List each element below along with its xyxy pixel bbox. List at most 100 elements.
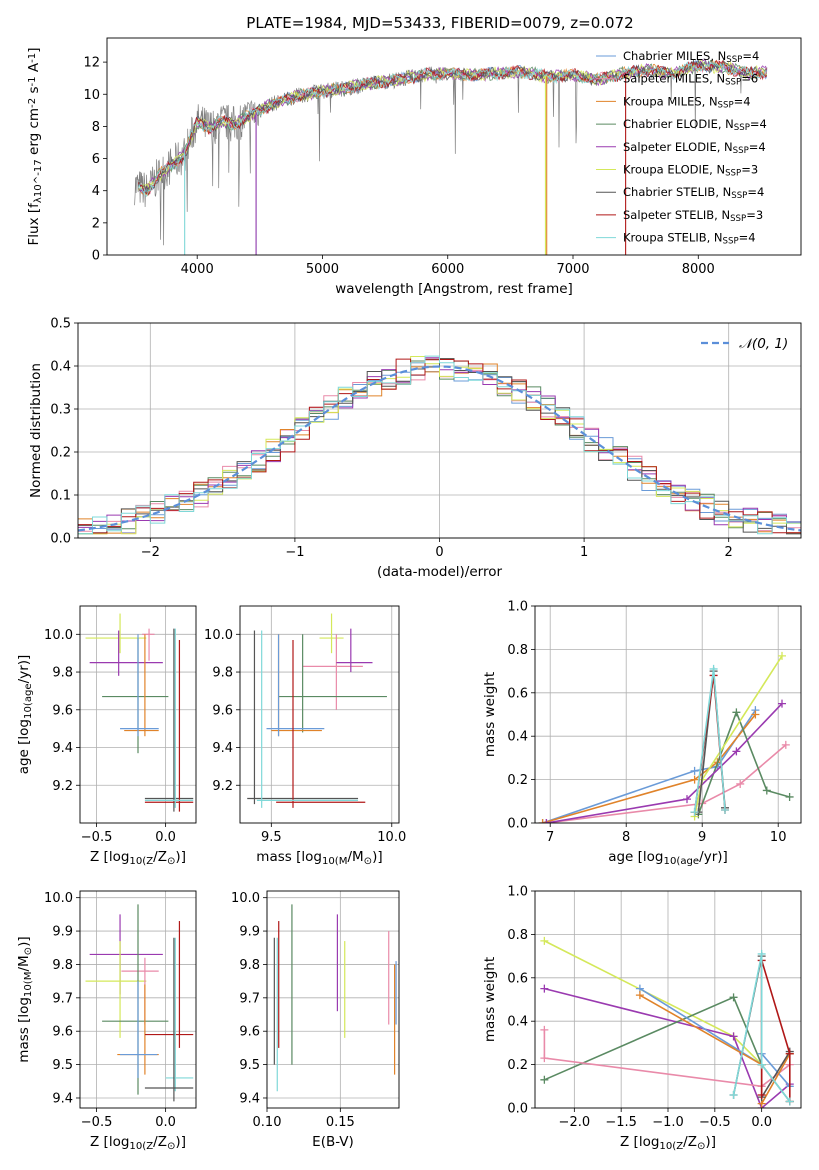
series-line [544, 987, 791, 1108]
residuals-panel: −2 −1 0 1 2 0.0 0.1 0.2 0.3 0.4 0.5 (data-model)/er… [28, 317, 802, 580]
y-tick-label: 0.4 [50, 360, 71, 375]
model-spectrum [137, 60, 767, 198]
y-tick-label: 0.0 [507, 1102, 528, 1117]
x-axis-label: wavelength [Angstrom, rest frame] [335, 281, 573, 297]
y-tick-label: 9.4 [212, 741, 233, 756]
y-tick-label: 9.8 [239, 958, 260, 973]
x-tick-label: 0.0 [751, 1115, 772, 1130]
x-tick-label: 0.0 [155, 1115, 176, 1130]
legend-entry: Kroupa MILES, NSSP=4 [623, 94, 751, 110]
series-marker [778, 699, 786, 708]
series-line [543, 1029, 791, 1088]
mass-vs-metallicity-panel: −0.5 0.0 9.4 9.5 9.6 9.7 9.8 9.9 10.0 Z [log10(Z/… [16, 890, 197, 1152]
x-tick-label: 8000 [682, 262, 715, 277]
axes-frame [79, 605, 197, 824]
y-tick-label: 9.2 [52, 779, 73, 794]
series-marker [732, 747, 741, 756]
y-tick-label: 9.6 [239, 1025, 260, 1040]
x-axis-label: (data-model)/error [377, 564, 503, 580]
y-tick-label: 1.0 [507, 885, 528, 900]
legend-entry: Chabrier ELODIE, NSSP=4 [623, 117, 767, 133]
y-tick-label: 0.3 [50, 403, 71, 418]
x-axis-label: Z [log10(Z/Z⊙)] [90, 1134, 186, 1152]
x-tick-label: 7 [546, 830, 554, 845]
y-tick-label: 0.2 [507, 773, 528, 788]
plot-area [78, 355, 801, 535]
y-tick-label: 2 [92, 216, 100, 231]
axes-frame [266, 890, 400, 1109]
legend-entry: Chabrier MILES, NSSP=4 [623, 49, 759, 65]
x-axis-label: Z [log10(Z/Z⊙)] [90, 849, 186, 867]
y-tick-label: 0.8 [507, 928, 528, 943]
y-tick-label: 9.8 [52, 666, 73, 681]
y-tick-label: 10.0 [44, 891, 73, 906]
x-axis-label: E(B-V) [312, 1134, 354, 1150]
axes-frame [239, 605, 400, 824]
x-tick-label: −0.5 [81, 1115, 113, 1130]
series-marker [757, 1060, 766, 1069]
legend-entry: Salpeter STELIB, NSSP=3 [623, 208, 763, 224]
axes-frame [534, 605, 802, 824]
y-tick-label: 0.8 [507, 643, 528, 658]
y-tick-label: 9.4 [52, 1091, 73, 1106]
y-tick-label: 9.4 [52, 741, 73, 756]
x-tick-label: −1 [285, 545, 304, 560]
x-tick-label: 5000 [306, 262, 339, 277]
plot-area [247, 613, 387, 808]
axes-frame [79, 890, 197, 1109]
y-tick-label: 0.0 [50, 532, 71, 547]
x-axis-label: mass [log10(M/M⊙)] [256, 849, 382, 867]
series-marker [729, 1090, 738, 1099]
series-marker [540, 1075, 549, 1084]
series-marker [729, 993, 738, 1002]
residual-histogram [78, 356, 801, 535]
series-marker [683, 795, 691, 804]
y-tick-label: 4 [92, 184, 100, 199]
x-tick-label: 9 [698, 830, 706, 845]
y-tick-label: 9.6 [52, 703, 73, 718]
x-tick-label: −0.5 [699, 1115, 731, 1130]
y-tick-label: 10.0 [44, 628, 73, 643]
figure-title: PLATE=1984, MJD=53433, FIBERID=0079, z=0… [246, 14, 633, 32]
series-marker [538, 819, 547, 823]
x-axis-label: age [log10(age/yr)] [608, 849, 728, 867]
series-line [697, 710, 790, 815]
y-tick-label: 1.0 [507, 600, 528, 615]
y-axis-label: Flux [fλ10^-17 erg cm-2 s-1 A-1] [26, 48, 44, 246]
mass-vs-ebv-panel: 0.10 0.15 9.4 9.5 9.6 9.7 9.8 9.9 10.0 E(B-V) [231, 890, 400, 1150]
y-tick-label: 9.5 [239, 1058, 260, 1073]
weight-vs-age-panel: 7 8 9 10 0.0 0.2 0.4 0.6 0.8 1.0 age [log10(age/yr… [482, 600, 802, 867]
x-axis-label: Z [log10(Z/Z⊙)] [620, 1134, 716, 1152]
series-line [546, 744, 787, 823]
y-tick-label: 0.2 [50, 446, 71, 461]
x-tick-label: 9.5 [261, 830, 282, 845]
x-tick-label: −1.5 [605, 1115, 637, 1130]
y-tick-label: 10.0 [231, 891, 260, 906]
series-marker [540, 936, 549, 945]
y-tick-label: 0.4 [507, 730, 528, 745]
y-tick-label: 9.4 [239, 1091, 260, 1106]
legend-entry: Kroupa STELIB, NSSP=4 [623, 231, 756, 247]
plot-area [85, 904, 194, 1102]
axes-frame [77, 322, 802, 539]
series-marker [736, 779, 745, 788]
series-marker [757, 949, 766, 958]
series-marker [785, 1097, 794, 1106]
y-tick-label: 9.6 [52, 1025, 73, 1040]
y-tick-label: 9.8 [52, 958, 73, 973]
spectrum-panel: 4000 5000 6000 7000 8000 0 2 4 6 8 10 12 wavelength … [26, 37, 802, 297]
y-tick-label: 9.8 [212, 666, 233, 681]
y-tick-label: 9.2 [212, 779, 233, 794]
weight-vs-metallicity-panel: −2.0 −1.5 −1.0 −0.5 0.0 0.0 0.2 0.4 0.6 0.8 1.0 Z [… [482, 885, 802, 1152]
plot-area [85, 613, 194, 812]
series-marker [540, 1025, 549, 1034]
x-tick-label: 10 [770, 830, 787, 845]
series-marker [540, 984, 549, 993]
series-marker [690, 808, 699, 817]
series-line [542, 714, 757, 823]
series-marker [690, 775, 699, 784]
y-tick-label: 0.1 [50, 489, 71, 504]
series-marker [721, 805, 729, 814]
plot-area [538, 651, 794, 823]
